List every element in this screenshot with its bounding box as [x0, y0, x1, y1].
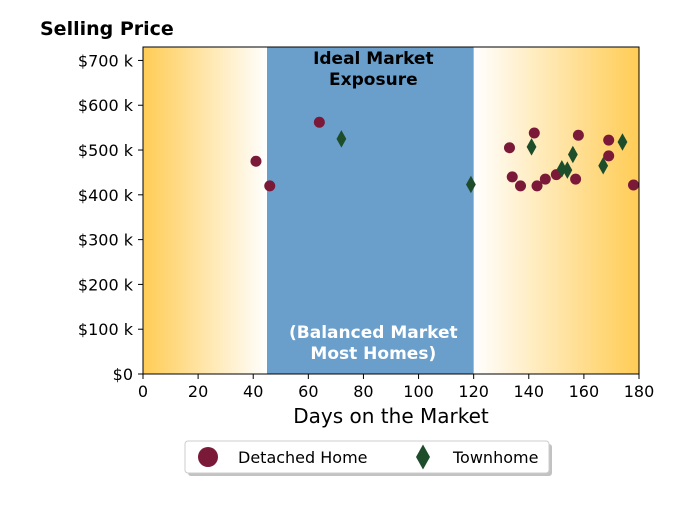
y-axis: $0 $100 k $200 k $300 k $400 k $500 k $600 k $7…: [78, 51, 143, 384]
x-tick-label: 140: [514, 382, 545, 401]
x-tick-label: 120: [458, 382, 489, 401]
legend-label: Detached Home: [238, 448, 368, 467]
y-tick-label: $0: [113, 365, 133, 384]
detached-home-point: [313, 116, 325, 128]
y-tick-label: $300 k: [78, 231, 134, 250]
x-axis-label: Days on the Market: [293, 404, 489, 428]
detached-home-point: [506, 171, 518, 183]
detached-home-point: [603, 150, 615, 162]
townhome-point: [567, 145, 578, 164]
legend-marker-diamond: [416, 444, 430, 470]
chart-title: Selling Price: [40, 18, 174, 40]
right-gradient-shade: [473, 47, 639, 374]
legend-marker-circle: [198, 447, 218, 467]
ideal-range-label-top-line2: Exposure: [329, 70, 418, 90]
left-gradient-shade: [143, 47, 267, 374]
ideal-range-band: [267, 47, 474, 374]
detached-home-point: [627, 179, 639, 191]
x-tick-label: 0: [138, 382, 148, 401]
y-tick-label: $600 k: [78, 96, 134, 115]
detached-home-point: [572, 129, 584, 141]
x-axis: 0 20 40 60 80 100 120 140 160 180: [138, 374, 654, 401]
townhome-point: [466, 175, 476, 194]
detached-home-point: [264, 180, 276, 192]
x-tick-label: 160: [569, 382, 600, 401]
y-tick-label: $100 k: [78, 320, 134, 339]
legend-box: [184, 440, 550, 474]
detached-home-point: [515, 180, 527, 192]
detached-home-point: [503, 142, 515, 154]
x-tick-label: 40: [243, 382, 263, 401]
townhome-point: [617, 133, 628, 151]
detached-home-point: [528, 127, 540, 139]
x-tick-label: 60: [298, 382, 318, 401]
y-tick-label: $700 k: [78, 51, 134, 70]
data-points: [250, 116, 639, 194]
x-tick-label: 100: [403, 382, 434, 401]
detached-home-point: [539, 173, 551, 185]
townhome-point: [598, 156, 609, 175]
detached-home-point: [531, 180, 543, 192]
x-tick-label: 80: [353, 382, 373, 401]
y-tick-label: $400 k: [78, 186, 134, 205]
townhome-point: [562, 161, 573, 179]
detached-home-point: [603, 134, 615, 146]
townhome-point: [526, 138, 537, 156]
legend-items: Detached Home Townhome: [198, 444, 538, 470]
x-tick-label: 20: [188, 382, 208, 401]
ideal-range-label-top-line1: Ideal Market: [313, 49, 434, 69]
ideal-range-label-bottom-line1: (Balanced Market: [289, 323, 458, 343]
detached-home-point: [250, 155, 262, 167]
plot-frame: [142, 46, 640, 375]
plot-background: [143, 47, 639, 374]
ideal-range-label-bottom-line2: Most Homes): [310, 344, 436, 364]
y-tick-label: $500 k: [78, 141, 134, 160]
detached-home-point: [570, 173, 582, 185]
legend-label: Townhome: [452, 448, 538, 467]
townhome-point: [336, 130, 347, 148]
x-tick-label: 180: [624, 382, 655, 401]
legend: Detached Home Townhome: [184, 440, 552, 476]
y-tick-label: $200 k: [78, 275, 134, 294]
